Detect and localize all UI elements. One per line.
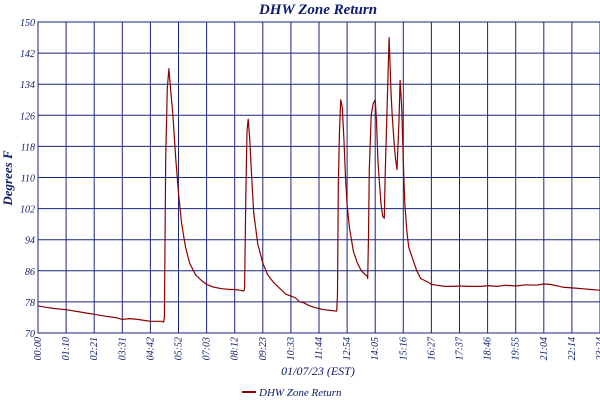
x-tick-label: 15:16 bbox=[398, 337, 409, 360]
y-axis: 70 78 86 94 102 110 118 126 134 142 150 bbox=[20, 18, 35, 340]
series-line-0 bbox=[37, 36, 600, 323]
x-axis: 00:00 01:10 02:21 03:31 04:42 05:52 07:03 08:12… bbox=[33, 336, 600, 360]
y-tick-label: 150 bbox=[20, 18, 35, 29]
x-tick-label: 23:24 bbox=[595, 337, 600, 360]
y-axis-label: Degrees F bbox=[0, 150, 15, 207]
x-tick-label: 02:21 bbox=[89, 337, 100, 360]
y-tick-label: 70 bbox=[25, 329, 35, 340]
legend-label: DHW Zone Return bbox=[258, 387, 342, 399]
x-tick-label: 04:42 bbox=[145, 337, 156, 360]
x-tick-label: 14:05 bbox=[370, 337, 381, 360]
y-tick-label: 86 bbox=[25, 267, 35, 278]
legend: DHW Zone Return bbox=[242, 387, 342, 399]
x-tick-label: 07:03 bbox=[202, 337, 213, 360]
x-tick-label: 08:12 bbox=[230, 337, 241, 360]
x-tick-label: 22:14 bbox=[567, 337, 578, 360]
x-tick-label: 10:33 bbox=[286, 337, 297, 360]
y-tick-label: 110 bbox=[21, 174, 35, 185]
x-tick-label: 03:31 bbox=[117, 337, 128, 360]
x-tick-label: 11:44 bbox=[314, 337, 325, 360]
y-tick-label: 118 bbox=[21, 142, 35, 153]
x-axis-label: 01/07/23 (EST) bbox=[281, 364, 355, 378]
y-tick-label: 126 bbox=[20, 111, 35, 122]
x-tick-label: 19:55 bbox=[511, 337, 522, 360]
x-tick-label: 00:00 bbox=[33, 337, 44, 360]
x-tick-label: 09:23 bbox=[258, 337, 269, 360]
plot-border bbox=[37, 21, 600, 334]
y-tick-label: 78 bbox=[25, 298, 35, 309]
x-tick-label: 01:10 bbox=[61, 337, 72, 360]
x-tick-label: 21:04 bbox=[539, 337, 550, 360]
x-tick-label: 12:54 bbox=[342, 337, 353, 360]
y-tick-label: 94 bbox=[25, 236, 35, 247]
chart-title: DHW Zone Return bbox=[258, 2, 377, 18]
x-tick-label: 17:37 bbox=[455, 336, 466, 360]
x-tick-label: 18:46 bbox=[483, 337, 494, 360]
y-tick-label: 102 bbox=[20, 205, 35, 216]
y-tick-label: 134 bbox=[20, 80, 35, 91]
y-tick-label: 142 bbox=[20, 49, 35, 60]
x-tick-label: 16:27 bbox=[426, 336, 437, 360]
series-layer bbox=[37, 36, 600, 323]
x-tick-label: 05:52 bbox=[174, 337, 185, 360]
